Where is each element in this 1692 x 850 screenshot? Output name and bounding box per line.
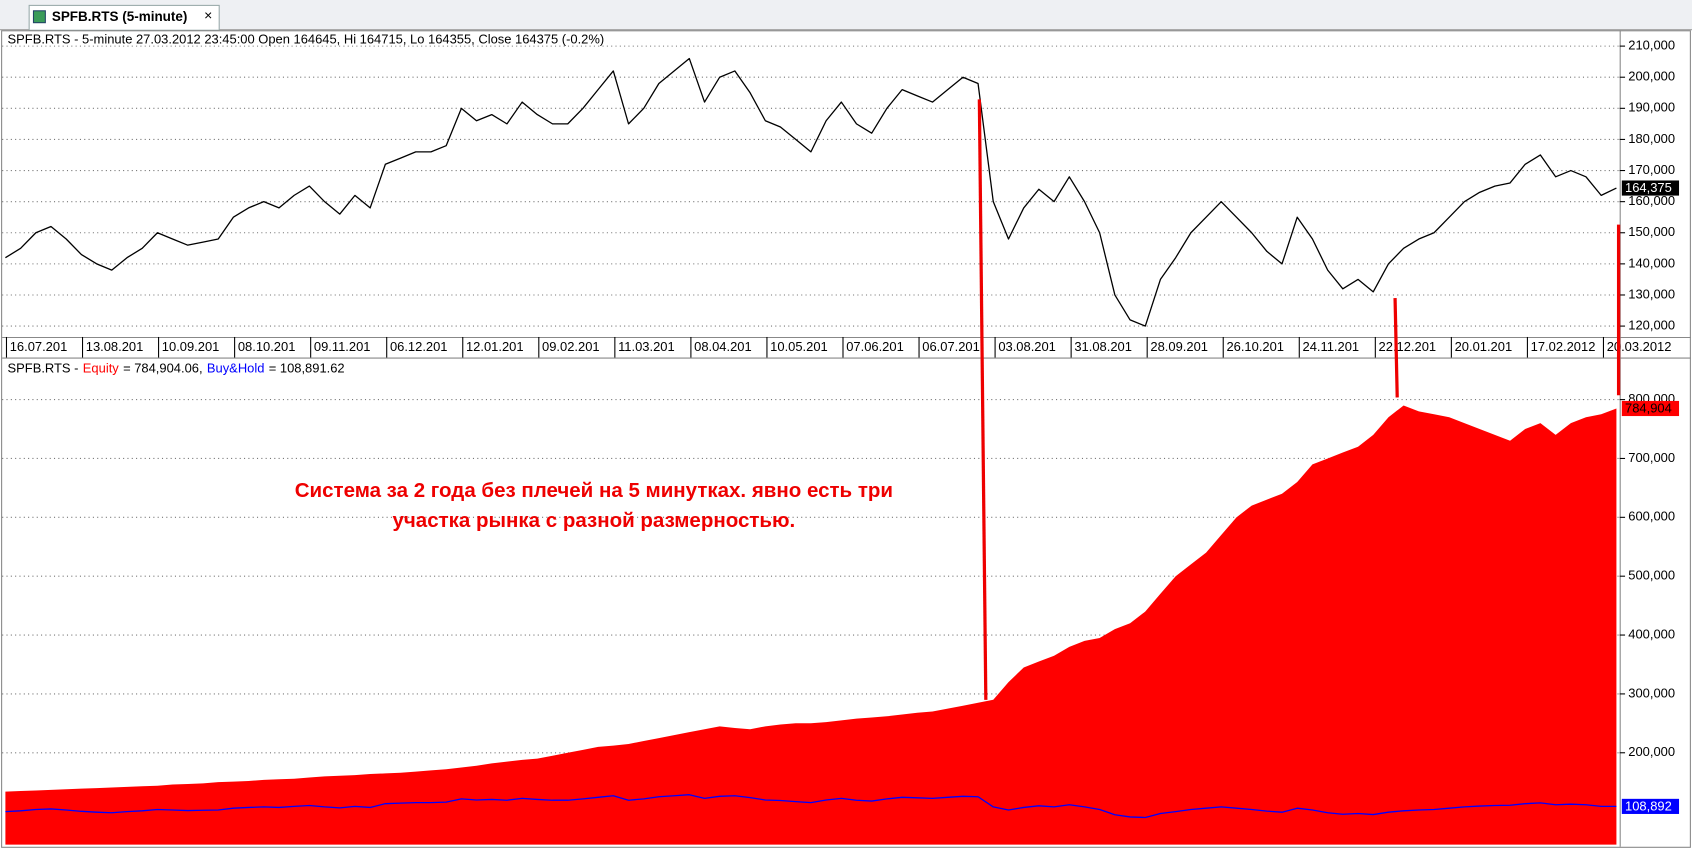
plots: 120,000 130,000 140,000 150,000 160,000 170,0… bbox=[2, 31, 1680, 845]
tab-bar bbox=[0, 0, 1692, 31]
x-tick-label: 20.01.201 bbox=[1455, 339, 1513, 354]
x-tick-label: 24.11.201 bbox=[1303, 339, 1360, 354]
x-tick-label: 20.03.2012 bbox=[1607, 339, 1672, 354]
y-tick-label: 200,000 bbox=[1628, 69, 1675, 84]
y-tick-label: 700,000 bbox=[1628, 450, 1675, 465]
y-tick-label: 300,000 bbox=[1628, 685, 1675, 700]
legend-value: = 784,904.06, bbox=[123, 361, 202, 376]
annotation: Система за 2 года без плечей на 5 минутк… bbox=[295, 479, 893, 502]
y-tick-label: 120,000 bbox=[1628, 318, 1675, 333]
x-tick-label: 31.08.201 bbox=[1074, 339, 1132, 354]
y-tick-label: 200,000 bbox=[1628, 744, 1675, 759]
x-tick-label: 08.04.201 bbox=[694, 339, 752, 354]
legend-value: = 108,891.62 bbox=[269, 361, 345, 376]
tab-icon bbox=[32, 10, 46, 24]
tab-title: SPFB.RTS (5-minute) bbox=[52, 9, 188, 24]
x-tick-label: 10.05.201 bbox=[770, 339, 828, 354]
x-tick-label: 06.12.201 bbox=[390, 339, 448, 354]
annotation: участка рынка с разной размерностью. bbox=[393, 509, 796, 532]
y-tick-label: 130,000 bbox=[1628, 286, 1675, 301]
x-tick-label: 09.02.201 bbox=[542, 339, 600, 354]
x-tick-label: 26.10.201 bbox=[1226, 339, 1284, 354]
y-tick-label: 400,000 bbox=[1628, 626, 1675, 641]
x-tick-label: 10.09.201 bbox=[162, 339, 220, 354]
y-tick-label: 160,000 bbox=[1628, 193, 1675, 208]
x-tick-label: 11.03.201 bbox=[618, 339, 675, 354]
y-tick-label: 180,000 bbox=[1628, 131, 1675, 146]
legend-prefix: SPFB.RTS - bbox=[8, 361, 79, 376]
x-tick-label: 06.07.201 bbox=[922, 339, 980, 354]
x-tick-label: 08.10.201 bbox=[238, 339, 296, 354]
last-value-label: 108,892 bbox=[1625, 798, 1672, 813]
x-tick-label: 22.12.201 bbox=[1379, 339, 1437, 354]
equity-area bbox=[5, 405, 1617, 845]
price-line bbox=[5, 57, 1617, 327]
x-tick-label: 07.06.201 bbox=[846, 339, 904, 354]
y-tick-label: 150,000 bbox=[1628, 224, 1675, 239]
chart-title: SPFB.RTS - 5-minute 27.03.2012 23:45:00 … bbox=[8, 31, 605, 46]
y-tick-label: 170,000 bbox=[1628, 162, 1675, 177]
tab-close[interactable]: × bbox=[204, 7, 212, 23]
last-value-label: 164,375 bbox=[1625, 180, 1672, 195]
chart-panel: 200,000 300,000 400,000 500,000 600,000 700,0… bbox=[2, 361, 1680, 845]
x-tick-label: 28.09.201 bbox=[1150, 339, 1208, 354]
last-value-box bbox=[1621, 400, 1680, 417]
annotation-line bbox=[1393, 298, 1399, 398]
y-tick-label: 140,000 bbox=[1628, 255, 1675, 270]
annotation-lines bbox=[977, 99, 1621, 700]
legend-name: Equity bbox=[83, 361, 119, 376]
x-tick-label: 12.01.201 bbox=[466, 339, 524, 354]
y-tick-label: 210,000 bbox=[1628, 38, 1675, 53]
last-value-box bbox=[1621, 180, 1680, 196]
x-tick-label: 13.08.201 bbox=[86, 339, 144, 354]
y-tick-label: 600,000 bbox=[1628, 509, 1675, 524]
x-tick-label: 17.02.2012 bbox=[1531, 339, 1596, 354]
y-tick-label: 190,000 bbox=[1628, 100, 1675, 115]
x-tick-label: 16.07.201 bbox=[10, 339, 68, 354]
last-value-label: 784,904 bbox=[1625, 400, 1672, 415]
annotation-line bbox=[977, 99, 988, 700]
y-tick-label: 500,000 bbox=[1628, 568, 1675, 583]
x-tick-label: 03.08.201 bbox=[998, 339, 1056, 354]
x-tick-label: 09.11.201 bbox=[314, 339, 371, 354]
legend-name: Buy&Hold bbox=[207, 361, 265, 376]
price-line bbox=[5, 794, 1617, 819]
chart-panel: 120,000 130,000 140,000 150,000 160,000 170,0… bbox=[2, 31, 1680, 358]
frame bbox=[1, 30, 1691, 848]
last-value-box bbox=[1621, 798, 1680, 814]
chart-legend: SPFB.RTS - Equity = 784,904.06, Buy&Hold = 1… bbox=[8, 361, 345, 376]
